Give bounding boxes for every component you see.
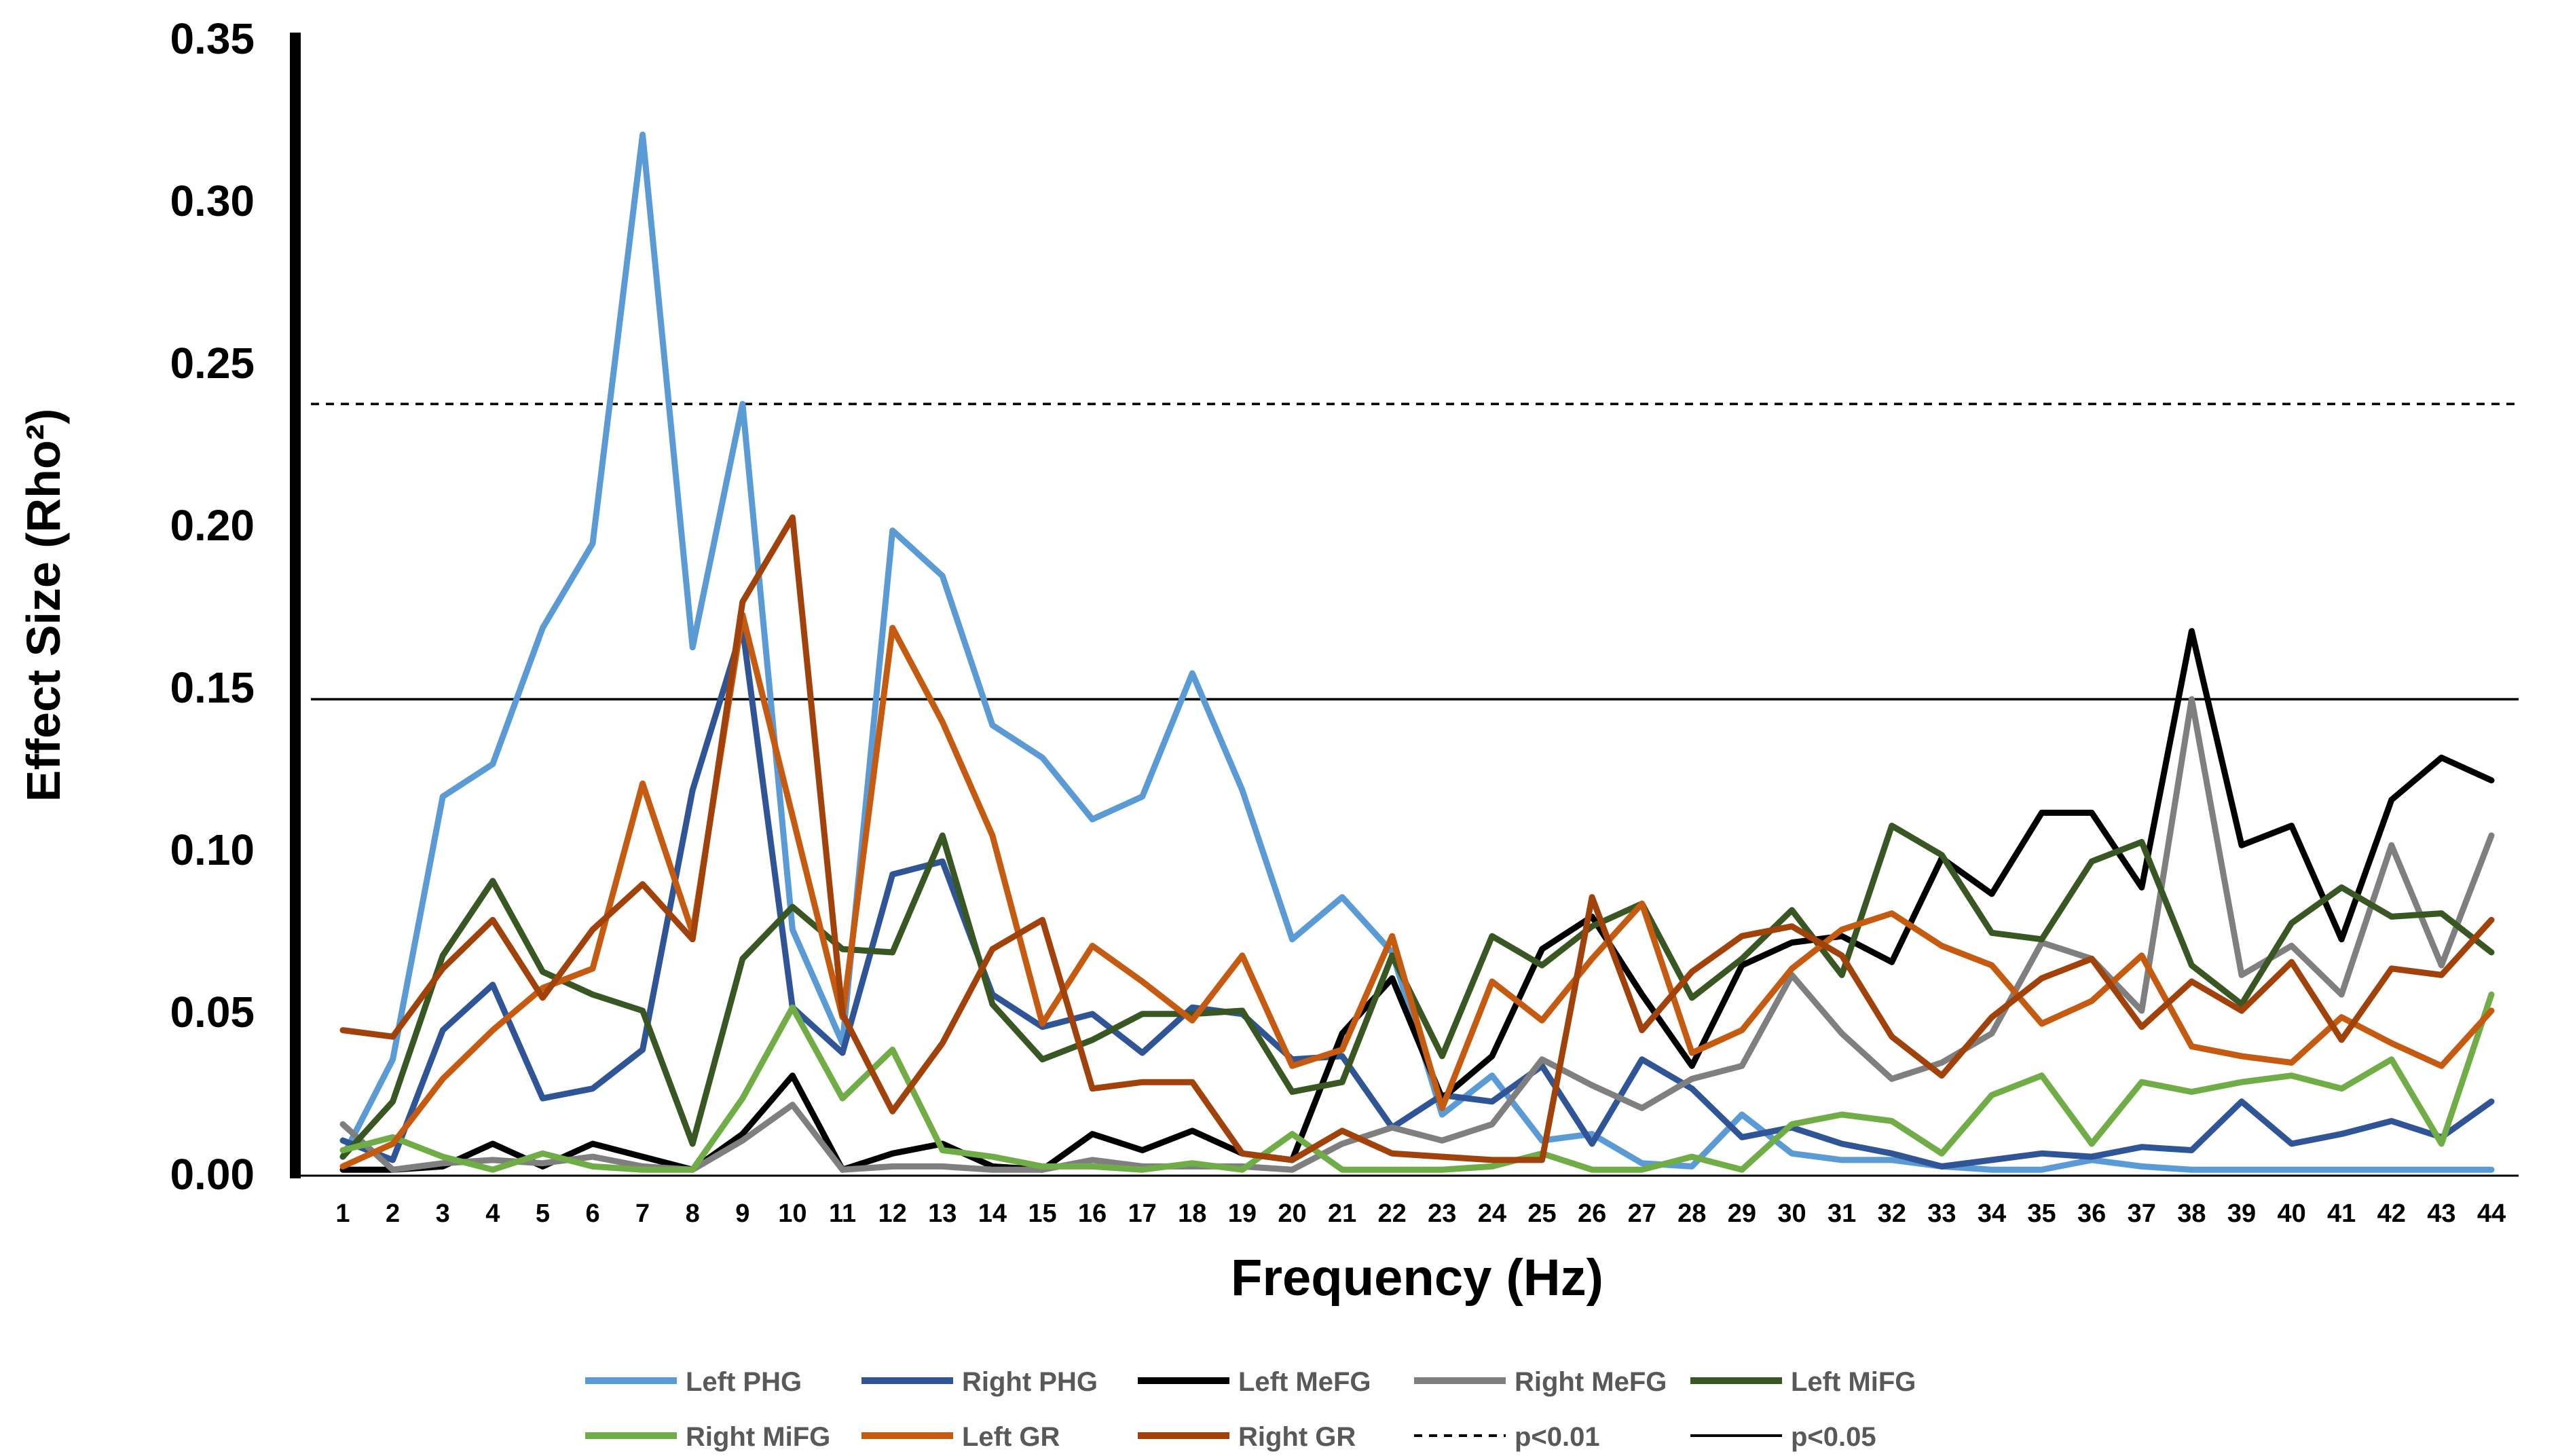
x-tick-label: 25 xyxy=(1527,1199,1556,1228)
legend-label: Right GR xyxy=(1238,1422,1356,1452)
x-tick-label: 14 xyxy=(978,1199,1007,1228)
legend-label: p<0.05 xyxy=(1791,1422,1876,1452)
legend-item-left-phg: Left PHG xyxy=(585,1367,802,1397)
x-tick-label: 31 xyxy=(1828,1199,1856,1228)
x-tick-label: 34 xyxy=(1978,1199,2006,1228)
series-line-left-mifg xyxy=(339,823,2495,1160)
legend-item-right-mifg: Right MiFG xyxy=(585,1422,830,1452)
x-tick-label: 7 xyxy=(635,1199,650,1228)
legend-label: Right MiFG xyxy=(686,1422,830,1452)
legend-item-left-mefg: Left MeFG xyxy=(1138,1367,1371,1397)
x-tick-labels: 1 2 3 4 5 6 7 8 9 10 11 12 13 14 15 16 17 18 19 20 21 22 23 24 2… xyxy=(335,1199,2506,1228)
y-tick-label: 0.00 xyxy=(170,1150,255,1199)
x-tick-label: 12 xyxy=(878,1199,907,1228)
legend-item-p-0-05: p<0.05 xyxy=(1690,1422,1876,1452)
x-tick-label: 1 xyxy=(335,1199,350,1228)
x-tick-label: 4 xyxy=(485,1199,500,1228)
series-line-left-gr xyxy=(339,612,2495,1170)
legend-label: Left MeFG xyxy=(1238,1367,1371,1397)
x-tick-label: 13 xyxy=(928,1199,957,1228)
legend-item-left-mifg: Left MiFG xyxy=(1690,1367,1916,1397)
legend-item-right-gr: Right GR xyxy=(1138,1422,1356,1452)
x-tick-label: 15 xyxy=(1028,1199,1056,1228)
legend-item-right-mefg: Right MeFG xyxy=(1414,1367,1667,1397)
legend-label: Left GR xyxy=(962,1422,1060,1452)
axes xyxy=(290,33,2519,1178)
series-lines xyxy=(339,131,2495,1173)
legend-label: Right PHG xyxy=(962,1367,1098,1397)
x-tick-label: 36 xyxy=(2077,1199,2106,1228)
series-line-right-mefg xyxy=(339,696,2495,1173)
y-tick-label: 0.20 xyxy=(170,501,255,550)
x-tick-label: 29 xyxy=(1728,1199,1756,1228)
legend-item-left-gr: Left GR xyxy=(861,1422,1060,1452)
x-tick-label: 44 xyxy=(2477,1199,2506,1228)
y-tick-label: 0.15 xyxy=(170,663,255,712)
y-tick-label: 0.10 xyxy=(170,825,255,874)
x-tick-label: 6 xyxy=(585,1199,599,1228)
x-tick-label: 26 xyxy=(1578,1199,1606,1228)
x-tick-label: 22 xyxy=(1378,1199,1407,1228)
legend-label: Left MiFG xyxy=(1791,1367,1916,1397)
x-tick-label: 10 xyxy=(778,1199,806,1228)
x-tick-label: 42 xyxy=(2377,1199,2406,1228)
legend-label: Left PHG xyxy=(686,1367,802,1397)
x-tick-label: 38 xyxy=(2177,1199,2206,1228)
x-tick-label: 23 xyxy=(1428,1199,1456,1228)
x-tick-label: 5 xyxy=(536,1199,550,1228)
x-tick-label: 32 xyxy=(1878,1199,1906,1228)
x-tick-label: 37 xyxy=(2128,1199,2156,1228)
x-tick-label: 9 xyxy=(735,1199,749,1228)
legend: Left PHG Right PHG Left MeFG Right MeFG Left… xyxy=(585,1367,1916,1452)
x-tick-label: 27 xyxy=(1628,1199,1656,1228)
x-tick-label: 28 xyxy=(1677,1199,1706,1228)
legend-item-right-phg: Right PHG xyxy=(861,1367,1098,1397)
y-tick-label: 0.05 xyxy=(170,988,255,1037)
x-tick-label: 39 xyxy=(2227,1199,2256,1228)
x-tick-label: 8 xyxy=(686,1199,700,1228)
y-tick-label: 0.35 xyxy=(170,14,255,63)
series-line-right-phg xyxy=(339,624,2495,1170)
legend-label: Right MeFG xyxy=(1515,1367,1667,1397)
legend-label: p<0.01 xyxy=(1515,1422,1600,1452)
x-tick-label: 11 xyxy=(829,1199,856,1228)
x-tick-label: 40 xyxy=(2277,1199,2305,1228)
x-tick-label: 30 xyxy=(1777,1199,1806,1228)
legend-item-p-0-01: p<0.01 xyxy=(1414,1422,1600,1452)
x-tick-label: 3 xyxy=(436,1199,450,1228)
series-line-right-mifg xyxy=(339,991,2495,1173)
x-tick-label: 20 xyxy=(1278,1199,1306,1228)
x-tick-label: 2 xyxy=(386,1199,400,1228)
x-tick-label: 19 xyxy=(1228,1199,1257,1228)
y-tick-labels: 0.00 0.05 0.10 0.15 0.20 0.25 0.30 0.35 xyxy=(170,14,255,1199)
x-tick-label: 16 xyxy=(1078,1199,1107,1228)
y-tick-label: 0.30 xyxy=(170,176,255,225)
y-tick-label: 0.25 xyxy=(170,339,255,388)
y-axis-title: Effect Size (Rho²) xyxy=(17,409,70,802)
x-tick-label: 17 xyxy=(1128,1199,1157,1228)
x-tick-label: 43 xyxy=(2427,1199,2455,1228)
x-tick-label: 33 xyxy=(1927,1199,1956,1228)
series-line-right-gr xyxy=(339,514,2495,1163)
x-tick-label: 24 xyxy=(1478,1199,1506,1228)
x-tick-label: 21 xyxy=(1328,1199,1356,1228)
x-axis-title: Frequency (Hz) xyxy=(1231,1249,1603,1307)
x-tick-label: 35 xyxy=(2027,1199,2056,1228)
x-tick-label: 18 xyxy=(1178,1199,1206,1228)
threshold-lines xyxy=(311,403,2519,701)
x-tick-label: 41 xyxy=(2327,1199,2356,1228)
